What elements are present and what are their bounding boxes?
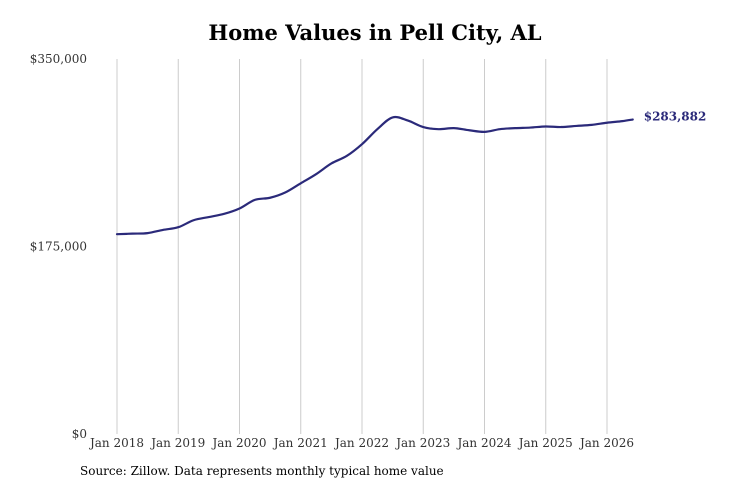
end-label-layer: $283,882 [644, 110, 707, 124]
source-note: Source: Zillow. Data represents monthly … [80, 464, 444, 478]
x-axis-ticks: Jan 2018 Jan 2019 Jan 2020 Jan 2021 Jan 2022… [88, 436, 634, 450]
x-tick-label: Jan 2025 [517, 436, 573, 450]
x-tick-label: Jan 2020 [210, 436, 266, 450]
y-tick-label: $0 [72, 427, 87, 441]
series-layer [115, 115, 634, 236]
grid-lines [116, 59, 608, 434]
x-tick-label: Jan 2023 [394, 436, 450, 450]
x-tick-label: Jan 2019 [149, 436, 205, 450]
y-tick-label: $350,000 [30, 52, 87, 66]
x-tick-label: Jan 2018 [88, 436, 144, 450]
x-tick-label: Jan 2026 [578, 436, 634, 450]
x-tick-label: Jan 2024 [455, 436, 511, 450]
x-tick-label: Jan 2021 [272, 436, 328, 450]
x-tick-label: Jan 2022 [333, 436, 389, 450]
chart-title: Home Values in Pell City, AL [208, 20, 542, 45]
y-axis-ticks: $0 $175,000 $350,000 [30, 52, 87, 441]
y-tick-label: $175,000 [30, 240, 87, 254]
series-line [115, 115, 634, 236]
end-value-label: $283,882 [644, 110, 707, 124]
